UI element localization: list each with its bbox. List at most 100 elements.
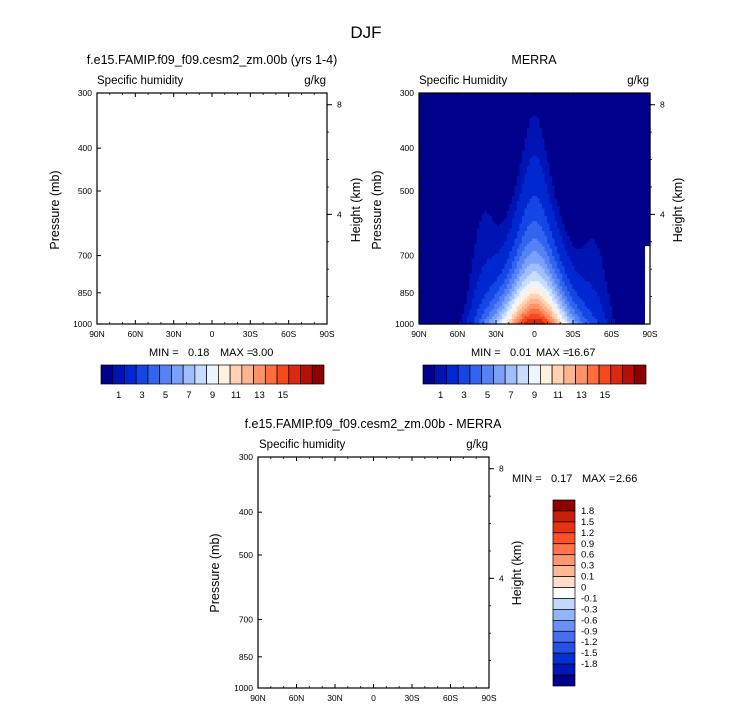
contour-cell [439,118,443,122]
contour-cell [554,193,558,197]
contour-cell [582,135,586,139]
contour-cell [602,188,606,192]
contour-cell [449,150,453,154]
contour-cell [464,113,468,117]
contour-cell [469,205,473,210]
contour-cell [582,143,586,147]
contour-cell [579,188,583,192]
contour-cell [469,180,473,184]
contour-cell [419,188,423,192]
contour-cell [474,185,478,190]
contour-cell [554,133,558,137]
contour-cell [559,168,563,172]
contour-cell [489,115,493,119]
contour-cell [454,226,458,230]
contour-cell [434,138,438,142]
contour-cell [494,165,498,169]
contour-cell [544,148,548,152]
contour-cell [604,160,608,164]
contour-cell [614,213,618,217]
contour-cell [597,221,601,225]
contour-cell [617,103,621,107]
contour-cell [542,175,546,179]
contour-cell [554,163,558,167]
contour-cell [547,113,551,117]
contour-cell [557,160,561,164]
contour-cell [429,103,433,107]
contour-cell [481,160,485,164]
contour-cell [647,198,651,202]
contour-cell [481,173,485,177]
contour-cell [644,195,649,200]
contour-cell [516,95,521,99]
contour-cell [609,133,613,137]
contour-cell [642,200,646,205]
contour-cell [529,120,533,124]
contour-cell [599,195,603,200]
contour-cell [589,150,593,154]
contour-cell [609,205,613,210]
contour-cell [629,135,634,139]
contour-cell [479,158,483,162]
contour-cell [431,208,435,212]
contour-cell [549,173,553,177]
contour-cell [567,170,571,174]
contour-cell [607,198,611,202]
contour-cell [479,173,483,177]
contour-cell [461,125,465,129]
contour-cell [486,160,490,164]
contour-cell [529,216,533,220]
contour-cell [609,208,613,212]
contour-cell [584,195,588,200]
contour-cell [531,123,536,127]
contour-cell [637,133,641,137]
contour-cell [529,155,533,159]
contour-cell [537,183,541,187]
contour-cell [567,130,571,134]
contour-cell [454,208,458,212]
contour-cell [622,213,626,217]
contour-cell [516,200,521,205]
contour-cell [544,155,548,159]
contour-cell [484,208,488,212]
contour-cell [524,198,528,202]
contour-cell [459,95,463,99]
contour-cell [454,165,458,169]
contour-cell [489,188,493,192]
contour-cell [471,158,475,162]
contour-cell [562,193,566,197]
contour-cell [531,211,536,215]
contour-cell [521,123,526,127]
contour-cell [544,118,548,122]
contour-cell [592,145,596,149]
contour-cell [526,130,531,134]
contour-cell [642,143,646,147]
contour-cell [434,143,438,147]
contour-cell [441,200,445,205]
contour-cell [501,130,505,134]
contour-cell [599,115,603,119]
contour-cell [617,218,621,222]
contour-cell [506,175,510,179]
contour-cell [499,110,503,114]
contour-cell [479,110,483,114]
contour-cell [481,170,485,174]
contour-cell [456,133,460,137]
contour-cell [529,200,533,205]
contour-cell [642,170,646,174]
contour-cell [509,170,513,174]
contour-cell [461,110,465,114]
contour-cell [562,148,566,152]
contour-cell [574,203,578,207]
contour-cell [459,155,463,159]
contour-cell [529,170,533,174]
contour-cell [609,125,613,129]
contour-cell [476,223,480,227]
contour-cell [451,185,455,190]
contour-cell [539,155,543,159]
contour-cell [549,130,553,134]
contour-cell [617,138,621,142]
contour-cell [607,110,611,114]
contour-cell [567,110,571,114]
